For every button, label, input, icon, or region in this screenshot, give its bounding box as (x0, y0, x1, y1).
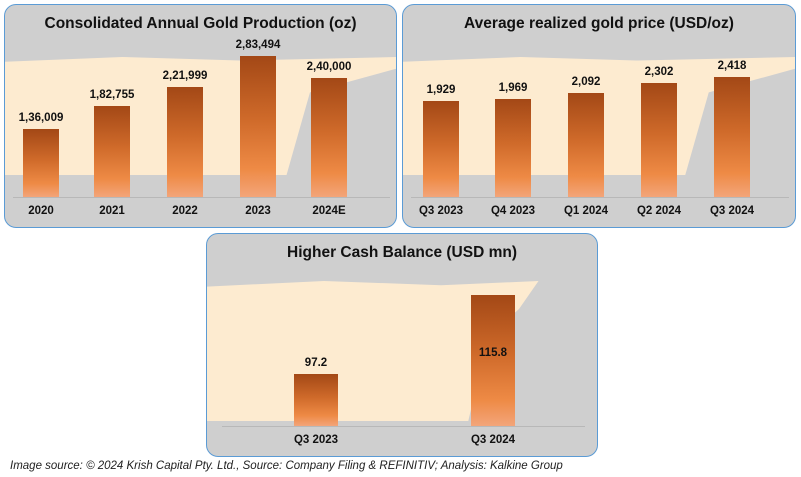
x-tick-label: 2020 (28, 205, 54, 217)
data-label: 2,21,999 (162, 69, 208, 82)
data-label: 2,092 (571, 76, 601, 89)
x-axis-line (13, 197, 390, 198)
x-tick-label: Q2 2024 (636, 205, 682, 217)
data-label: 2,302 (644, 65, 674, 78)
data-label: 1,82,755 (89, 89, 135, 102)
x-axis-line (222, 426, 585, 427)
data-label: 1,969 (498, 82, 528, 95)
x-tick-label: 2021 (99, 205, 125, 217)
gold-price-chart: Average realized gold price (USD/oz) 1,9… (402, 4, 796, 228)
x-axis-line (411, 197, 789, 198)
bar-q4-2023 (495, 99, 531, 197)
bar-q3-2024 (714, 76, 750, 197)
bar-2023 (240, 56, 276, 197)
bar-q2-2024 (641, 82, 677, 197)
data-label: 2,40,000 (306, 60, 352, 73)
mine-background (207, 281, 539, 421)
bar-2021 (94, 106, 130, 197)
x-tick-label: Q3 2024 (470, 434, 516, 446)
x-tick-label: 2023 (245, 205, 271, 217)
data-label: 2,418 (717, 59, 747, 72)
bar-2024e (311, 77, 347, 197)
chart-title: Consolidated Annual Gold Production (oz) (44, 15, 357, 32)
data-label: 2,83,494 (235, 39, 281, 52)
x-tick-label: Q3 2023 (418, 205, 464, 217)
data-label: 1,929 (426, 84, 456, 97)
bar-q3-2023 (423, 101, 459, 197)
chart-title: Higher Cash Balance (USD mn) (287, 244, 517, 261)
bar-q3-2024 (471, 294, 515, 426)
bar-2020 (23, 129, 59, 197)
chart-title: Average realized gold price (USD/oz) (464, 15, 734, 32)
source-footnote: Image source: © 2024 Krish Capital Pty. … (10, 460, 563, 472)
cash-balance-chart: Higher Cash Balance (USD mn) 97.2 Q3 2023… (206, 233, 598, 457)
x-tick-label: Q1 2024 (563, 205, 609, 217)
data-label: 115.8 (478, 346, 508, 359)
x-tick-label: 2022 (172, 205, 198, 217)
x-tick-label: 2024E (312, 205, 346, 217)
data-label: 1,36,009 (18, 112, 64, 125)
x-tick-label: Q4 2023 (490, 205, 536, 217)
x-tick-label: Q3 2023 (293, 434, 339, 446)
bar-q1-2024 (568, 93, 604, 197)
data-label: 97.2 (304, 357, 328, 370)
bar-2022 (167, 86, 203, 197)
gold-production-chart: Consolidated Annual Gold Production (oz)… (4, 4, 397, 228)
bar-q3-2023 (294, 374, 338, 426)
x-tick-label: Q3 2024 (709, 205, 755, 217)
